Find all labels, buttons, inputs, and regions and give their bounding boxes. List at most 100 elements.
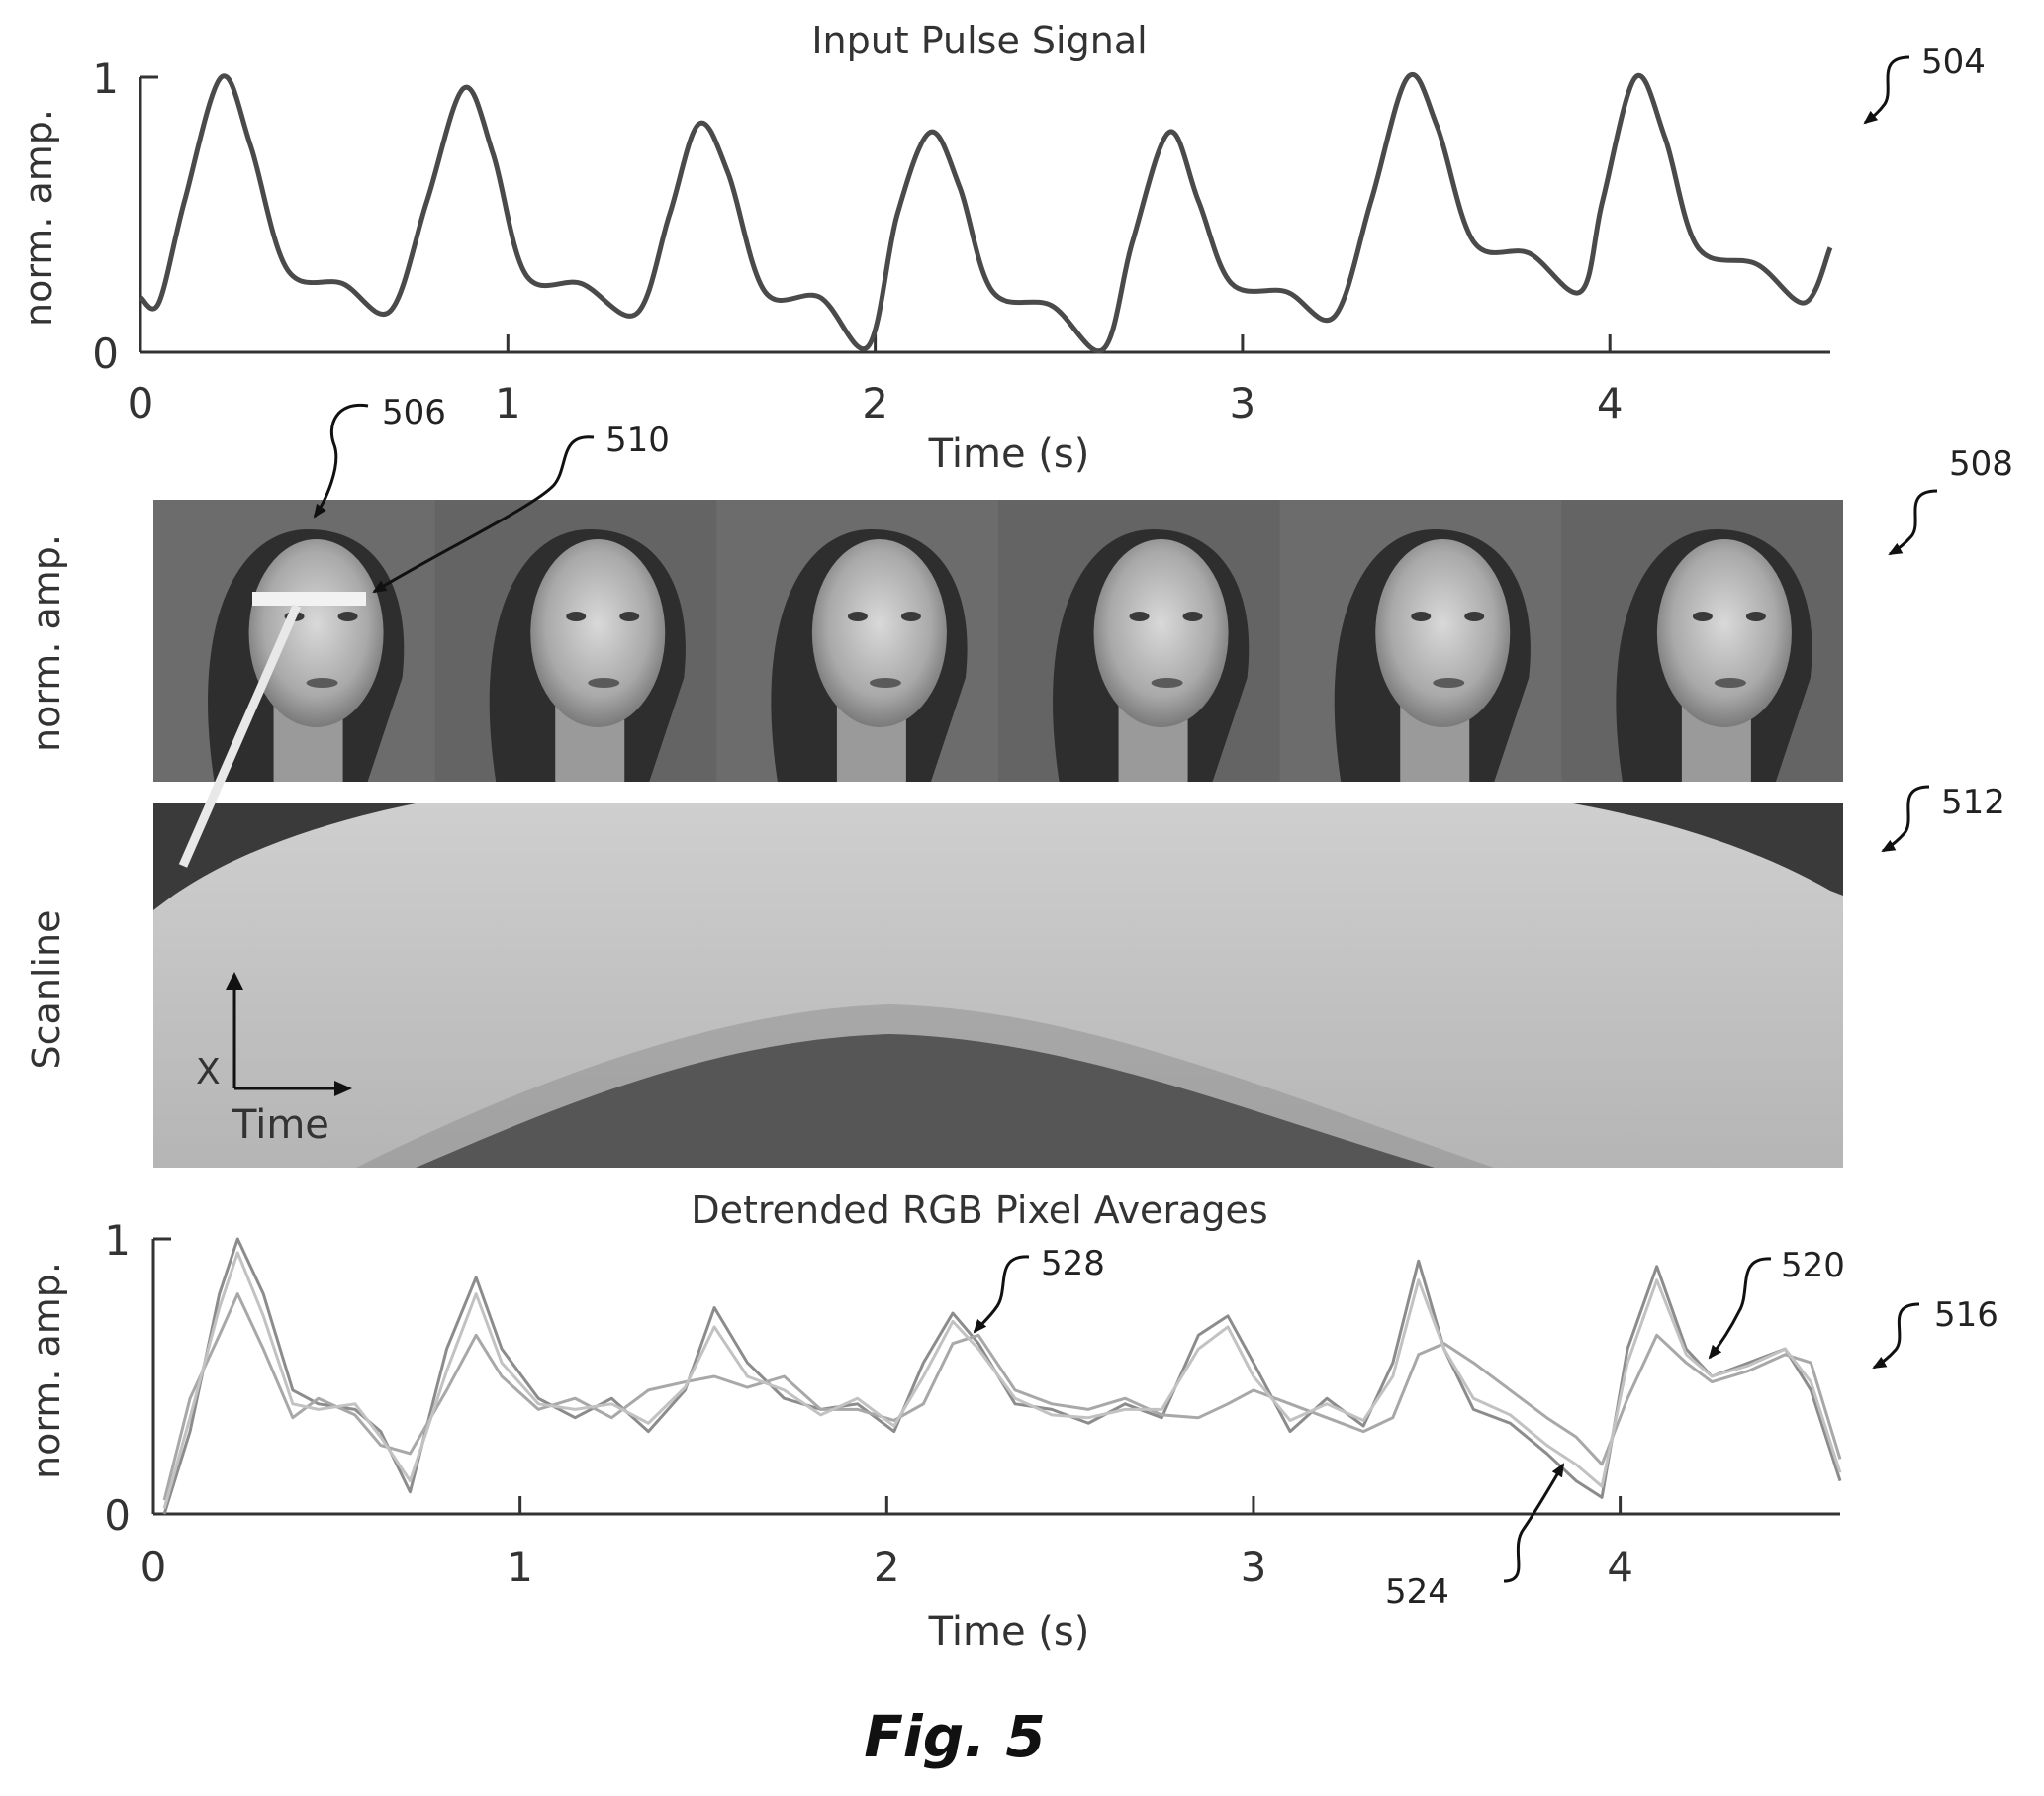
frame-eye: [1182, 612, 1203, 621]
frame-mouth: [869, 678, 901, 688]
ref-524-label: 524: [1385, 1572, 1449, 1612]
ref-524: 524: [1385, 1463, 1565, 1612]
frame-eye: [1745, 612, 1766, 621]
ref-510: 510: [372, 421, 670, 594]
ref-506: 506: [313, 393, 446, 519]
y-tick-label: 0: [104, 1491, 131, 1540]
mini-x-arrow: [334, 1081, 352, 1096]
scanline-panel: Scanline X Time: [25, 604, 1843, 1168]
rgb-averages-chart: Detrended RGB Pixel Averages norm. amp. …: [25, 1188, 1842, 1654]
scanline-pointer-line: [178, 604, 302, 868]
ref-508-leader: [1888, 489, 1938, 556]
ref-504-label: 504: [1921, 43, 1986, 82]
ref-506-label: 506: [382, 393, 446, 432]
x-tick-label: 2: [874, 1543, 900, 1591]
video-frame: [998, 500, 1280, 782]
x-tick-label: 4: [1607, 1543, 1633, 1591]
frame-face: [530, 539, 666, 727]
y-ticks: 01: [104, 1216, 131, 1540]
y-axis-label: norm. amp.: [17, 109, 60, 327]
frame-eye: [1129, 612, 1150, 621]
y-axis-label: norm. amp.: [25, 1262, 68, 1479]
frames-group: [153, 500, 1843, 782]
ref-528-leader: [973, 1255, 1030, 1334]
frame-eye: [1464, 612, 1485, 621]
x-tick-label: 3: [1241, 1543, 1267, 1591]
series-line-0: [139, 72, 1833, 354]
ref-510-label: 510: [605, 421, 670, 460]
frames-y-label: norm. amp.: [25, 534, 68, 752]
mini-time-label: Time: [232, 1102, 329, 1148]
scanline-y-label: Scanline: [25, 910, 68, 1070]
frame-eye: [900, 612, 921, 621]
video-frame: [1561, 500, 1843, 782]
video-frame: [1279, 500, 1562, 782]
ref-510-leader: [372, 435, 595, 594]
mini-y-arrow: [226, 972, 243, 990]
series-line-2: [162, 1251, 1842, 1509]
series-group: [139, 72, 1833, 354]
scanline-region: [252, 592, 366, 606]
x-tick-label: 3: [1230, 379, 1256, 427]
x-tick-label: 1: [495, 379, 521, 427]
ref-516-label: 516: [1934, 1295, 1998, 1335]
x-tick-label: 0: [128, 379, 154, 427]
ref-508-label: 508: [1949, 444, 2013, 484]
x-tick-label: 2: [862, 379, 888, 427]
ref-520-leader: [1708, 1257, 1772, 1360]
video-frame: [434, 500, 717, 782]
frame-face: [1093, 539, 1229, 727]
ref-528-label: 528: [1041, 1244, 1105, 1283]
frame-face: [811, 539, 947, 727]
ref-506-leader: [313, 403, 369, 519]
ref-524-leader: [1503, 1463, 1565, 1583]
frame-mouth: [1714, 678, 1746, 688]
x-ticks: 0 1 2 3 4: [128, 334, 1624, 427]
input-pulse-chart: Input Pulse Signal norm. amp. Time (s) 0…: [17, 19, 1833, 477]
y-tick-label: 0: [92, 330, 119, 378]
chart-title: Detrended RGB Pixel Averages: [691, 1188, 1267, 1232]
frame-mouth: [1433, 678, 1465, 688]
y-tick-label: 1: [104, 1216, 131, 1265]
ref-504: 504: [1863, 43, 1986, 125]
ref-520-label: 520: [1781, 1246, 1845, 1285]
frame-face: [1656, 539, 1792, 727]
ref-508: 508: [1888, 444, 2013, 556]
frame-face: [1375, 539, 1511, 727]
ref-512-label: 512: [1941, 783, 2005, 822]
series-group: [162, 1237, 1842, 1515]
chart-title: Input Pulse Signal: [811, 19, 1147, 62]
video-frame: [716, 500, 998, 782]
frame-mouth: [1151, 678, 1183, 688]
frame-eye: [337, 612, 358, 621]
mini-x-label: X: [196, 1052, 221, 1092]
x-tick-label: 0: [140, 1543, 167, 1591]
frame-eye: [566, 612, 587, 621]
ref-520: 520: [1708, 1246, 1845, 1360]
video-frame: [153, 500, 435, 782]
frame-face: [248, 539, 384, 727]
ref-516-leader: [1872, 1302, 1920, 1370]
x-ticks: 0 1 2 3 4: [140, 1496, 1633, 1591]
ref-528: 528: [973, 1244, 1105, 1334]
x-tick-label: 4: [1597, 379, 1624, 427]
ref-516: 516: [1872, 1295, 1998, 1370]
scanline-bottom-dark: [416, 1034, 1435, 1168]
y-tick-label: 1: [92, 54, 119, 103]
ref-512-leader: [1881, 785, 1930, 853]
x-tick-label: 1: [507, 1543, 533, 1591]
scanline-top-dark-left: [153, 803, 416, 910]
frame-mouth: [306, 678, 338, 688]
series-line-1: [162, 1292, 1842, 1501]
figure-caption: Fig. 5: [864, 1703, 1046, 1770]
frame-eye: [1692, 612, 1713, 621]
frame-eye: [847, 612, 868, 621]
frame-eye: [1411, 612, 1432, 621]
x-axis-label: Time (s): [928, 1609, 1090, 1654]
ref-504-leader: [1863, 55, 1910, 125]
y-ticks: 01: [92, 54, 119, 378]
x-axis-label: Time (s): [928, 431, 1090, 477]
frames-panel: norm. amp.: [25, 500, 1843, 782]
scanline-bottom-fade: [356, 1004, 1494, 1168]
